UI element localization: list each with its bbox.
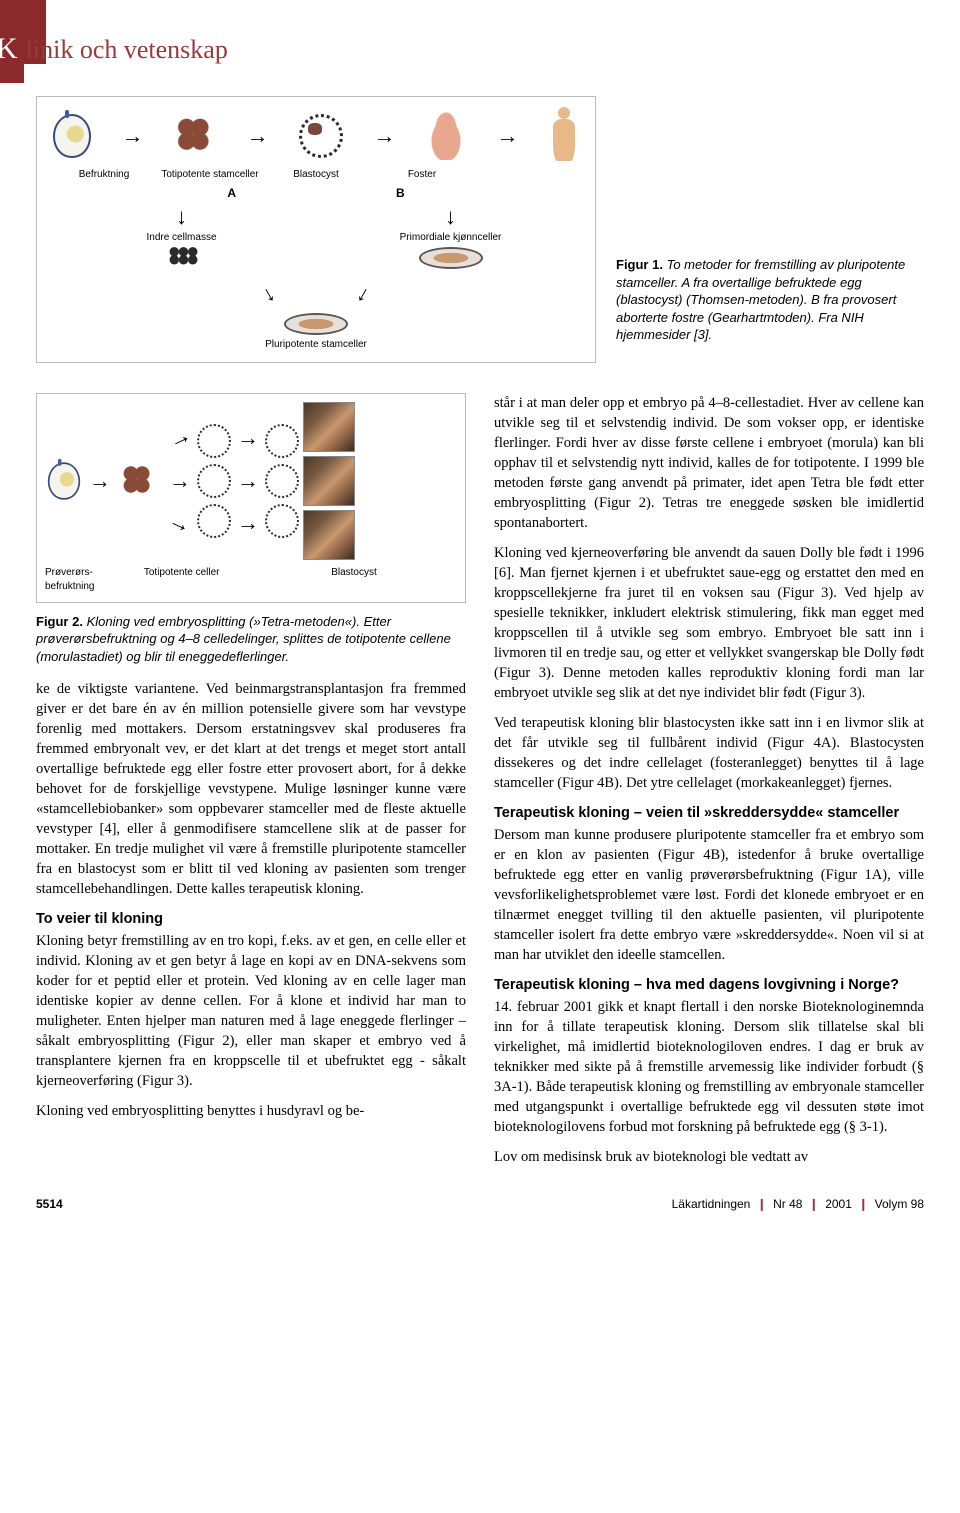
monkey-photos	[303, 402, 355, 560]
body-paragraph: Kloning ved embryosplitting benyttes i h…	[36, 1101, 466, 1121]
figure-2-caption-bold: Figur 2.	[36, 614, 83, 629]
label-pluripotente: Pluripotente stamceller	[47, 339, 585, 350]
figure-1-caption-bold: Figur 1.	[616, 257, 663, 272]
arrow-down-icon: ↓	[352, 280, 375, 308]
body-paragraph: ke de viktigste variantene. Ved beinmarg…	[36, 679, 466, 899]
arrow-icon: →	[122, 123, 144, 149]
arrow-icon: →	[237, 466, 259, 496]
footer-journal: Läkartidningen	[672, 1197, 751, 1211]
footer-journal-info: Läkartidningen ❙ Nr 48 ❙ 2001 ❙ Volym 98	[672, 1197, 924, 1211]
left-column: → → → → → → →	[36, 393, 466, 1167]
subhead: Terapeutisk kloning – hva med dagens lov…	[494, 975, 924, 995]
label-a: A	[227, 186, 236, 200]
arrow-icon: →	[164, 420, 197, 457]
arrow-icon: →	[374, 123, 396, 149]
arrow-icon: →	[169, 466, 191, 496]
egg-icon	[48, 462, 80, 499]
label-blastocyst2: Blastocyst	[251, 566, 457, 594]
page-content: → → → → Befruktning Totipotente stamcell…	[0, 66, 960, 1179]
blastocyst-mini-icon	[197, 504, 231, 538]
cell-mass-icon: ●●●●●●	[162, 247, 202, 263]
foetus-icon	[426, 112, 466, 160]
arrow-icon: →	[89, 466, 111, 496]
page-number: 5514	[36, 1197, 63, 1211]
two-column-body: → → → → → → →	[36, 393, 924, 1167]
arrow-icon: →	[237, 423, 259, 453]
arrow-down-icon: ↓	[90, 204, 273, 230]
blastocyst-mini-icon	[197, 424, 231, 458]
body-paragraph: står i at man deler opp et embryo på 4–8…	[494, 393, 924, 533]
blastocyst-mini-icon	[265, 424, 299, 458]
human-icon	[549, 107, 579, 165]
blastocyst-mini-icon	[197, 464, 231, 498]
arrow-icon: →	[247, 123, 269, 149]
footer-volume: Volym 98	[875, 1197, 924, 1211]
monkey-photo	[303, 510, 355, 560]
separator-icon: ❙	[757, 1197, 767, 1211]
subhead: To veier til kloning	[36, 909, 466, 929]
dish-icon	[419, 247, 483, 269]
figure-2-caption-text: Kloning ved embryosplitting (»Tetra-meto…	[36, 614, 451, 664]
totipotent-cells-icon	[120, 462, 156, 499]
figure-1-caption: Figur 1. To metoder for fremstilling av …	[596, 96, 924, 344]
section-title-cap: K	[0, 14, 24, 83]
section-title-rest: linik och vetenskap	[26, 35, 228, 64]
right-column: står i at man deler opp et embryo på 4–8…	[494, 393, 924, 1167]
arrow-down-icon: ↓	[359, 204, 542, 230]
body-paragraph: 14. februar 2001 gikk et knapt flertall …	[494, 997, 924, 1137]
dish-icon	[284, 313, 348, 335]
figure-1: → → → → Befruktning Totipotente stamcell…	[36, 96, 924, 363]
figure-2-caption: Figur 2. Kloning ved embryosplitting (»T…	[36, 613, 466, 666]
arrow-down-icon: ↓	[257, 280, 280, 308]
label-b: B	[396, 186, 405, 200]
body-paragraph: Kloning ved kjerneoverføring ble anvendt…	[494, 543, 924, 703]
label-primordiale: Primordiale kjønnceller	[359, 232, 542, 243]
blastocyst-icon	[299, 114, 343, 158]
label-proverors: Prøverørs- befruktning	[45, 566, 144, 594]
label-totipotente2: Totipotente celler	[144, 566, 251, 594]
footer-issue: Nr 48	[773, 1197, 802, 1211]
arrow-icon: →	[497, 123, 519, 149]
footer-year: 2001	[825, 1197, 852, 1211]
arrow-icon: →	[237, 508, 259, 538]
egg-icon	[53, 114, 91, 158]
figure-1-box: → → → → Befruktning Totipotente stamcell…	[36, 96, 596, 363]
label-totipotente: Totipotente stamceller	[157, 169, 263, 180]
separator-icon: ❙	[858, 1197, 868, 1211]
monkey-photo	[303, 402, 355, 452]
body-paragraph: Dersom man kunne produsere pluripotente …	[494, 825, 924, 965]
body-paragraph: Ved terapeutisk kloning blir blastocyste…	[494, 713, 924, 793]
page-footer: 5514 Läkartidningen ❙ Nr 48 ❙ 2001 ❙ Vol…	[0, 1179, 960, 1225]
monkey-photo	[303, 456, 355, 506]
body-paragraph: Lov om medisinsk bruk av bioteknologi bl…	[494, 1147, 924, 1167]
separator-icon: ❙	[809, 1197, 819, 1211]
figure-2-box: → → → → → → →	[36, 393, 466, 603]
blastocyst-branch	[265, 424, 299, 538]
label-foster: Foster	[369, 169, 475, 180]
label-befruktning: Befruktning	[51, 169, 157, 180]
blastocyst-mini-icon	[265, 464, 299, 498]
blastocyst-mini-icon	[265, 504, 299, 538]
subhead: Terapeutisk kloning – veien til »skredde…	[494, 803, 924, 823]
totipotent-cells-icon	[174, 114, 216, 158]
arrow-icon: →	[164, 505, 197, 542]
blastocyst-branch	[197, 424, 231, 538]
body-paragraph: Kloning betyr fremstilling av en tro kop…	[36, 931, 466, 1091]
section-title: Klinik och vetenskap	[36, 14, 960, 66]
label-blastocyst: Blastocyst	[263, 169, 369, 180]
